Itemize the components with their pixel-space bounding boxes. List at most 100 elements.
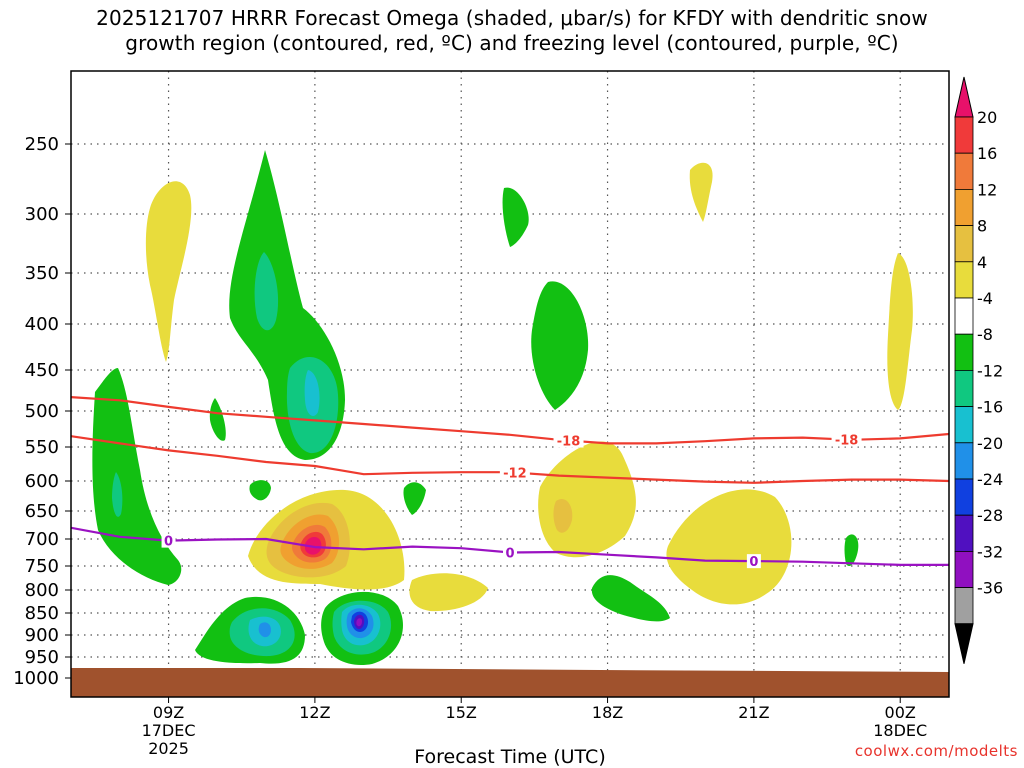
colorbar-label: 8 [977, 217, 987, 236]
colorbar-swatch [954, 225, 974, 263]
omega-region [254, 252, 279, 331]
plot-background [71, 71, 949, 697]
colorbar-swatch [954, 478, 974, 516]
x-tick-date: 17DEC [142, 721, 196, 740]
omega-region [844, 534, 859, 567]
ground-terrain [71, 668, 949, 697]
y-tick-label: 750 [25, 556, 59, 577]
colorbar-swatch [954, 261, 974, 299]
y-tick-label: 500 [25, 401, 59, 422]
y-tick-label: 1000 [13, 668, 59, 689]
colorbar-label: -12 [977, 361, 1003, 380]
chart-title: 2025121707 HRRR Forecast Omega (shaded, … [0, 6, 1024, 56]
y-tick-label: 350 [25, 263, 59, 284]
y-tick-label: 850 [25, 603, 59, 624]
omega-region [145, 181, 192, 362]
site-credit: coolwx.com/modelts [854, 742, 1018, 760]
omega-colorbar: 20 16 12 8 4 -4 -8 -12 -16 -20 -24 -28 -32 -36 [954, 76, 1003, 664]
contour-label: -12 [503, 467, 527, 482]
y-tick-label: 700 [25, 529, 59, 550]
colorbar-swatch [954, 587, 974, 625]
omega-region [531, 281, 589, 410]
contour-dgz-18C [71, 396, 949, 445]
colorbar-swatch [954, 188, 974, 226]
y-tick-label: 950 [25, 647, 59, 668]
y-tick-label: 300 [25, 204, 59, 225]
omega-negative-regions [92, 150, 859, 666]
colorbar-label: -20 [977, 434, 1003, 453]
contour-labels: -18 -18 -12 0 0 0 [161, 432, 862, 570]
contour-label: -18 [835, 434, 859, 449]
y-tick-label: 400 [25, 314, 59, 335]
x-axis-title: Forecast Time (UTC) [414, 746, 606, 768]
colorbar-bottom-arrow [954, 623, 974, 664]
colorbar-label: 4 [977, 253, 987, 272]
colorbar-label: -4 [977, 289, 993, 308]
contour-label-bg [161, 533, 176, 548]
x-tick-label: 21Z [738, 703, 769, 722]
omega-region [666, 489, 792, 605]
x-tick-label: 12Z [299, 703, 330, 722]
omega-region [112, 472, 123, 517]
omega-region [356, 618, 362, 627]
colorbar-label: -24 [977, 470, 1003, 489]
colorbar-label: -8 [977, 325, 993, 344]
contour-dgz-12C [71, 435, 949, 484]
x-tick-label: 18Z [592, 703, 623, 722]
x-tick-label: 00Z [885, 703, 916, 722]
omega-region [887, 253, 913, 410]
x-tick-date: 18DEC [873, 721, 927, 740]
omega-region [409, 573, 488, 612]
omega-region [689, 162, 713, 222]
contour-label-bg [499, 465, 530, 480]
omega-region [502, 187, 529, 247]
omega-region [591, 575, 670, 622]
omega-region [92, 368, 182, 585]
contour-label: 0 [749, 555, 758, 570]
y-tick-label: 900 [25, 625, 59, 646]
omega-region [553, 498, 573, 533]
contour-label-bg [553, 433, 584, 448]
chart-title-line-2: growth region (contoured, red, ºC) and f… [125, 31, 899, 55]
colorbar-label: -16 [977, 398, 1003, 417]
y-tick-label: 650 [25, 501, 59, 522]
contour-label: 0 [164, 535, 173, 550]
omega-region [403, 482, 426, 515]
y-tick-label: 550 [25, 437, 59, 458]
y-tick-label: 800 [25, 580, 59, 601]
plot-area: -18 -18 -12 0 0 0 [71, 71, 949, 697]
x-tick-year: 2025 [148, 739, 189, 758]
contour-label-bg [503, 545, 517, 560]
contour-label: -18 [557, 435, 581, 450]
y-tick-label: 600 [25, 471, 59, 492]
chart-title-line-1: 2025121707 HRRR Forecast Omega (shaded, … [96, 6, 928, 30]
plot-frame [70, 70, 950, 698]
colorbar-label: -36 [977, 579, 1003, 598]
contour-label: 0 [505, 547, 514, 562]
colorbar-swatch [954, 369, 974, 407]
contour-label-bg [746, 554, 761, 569]
colorbar-swatch [954, 333, 974, 371]
omega-region [209, 398, 226, 441]
colorbar-swatch [954, 297, 974, 335]
y-tick-label: 450 [25, 360, 59, 381]
colorbar-label: 20 [977, 108, 997, 127]
colorbar-swatch [954, 514, 974, 552]
y-tick-label: 250 [25, 134, 59, 155]
y-axis: 2503003504004505005506006507007508008509… [13, 134, 71, 689]
colorbar-label: -28 [977, 506, 1003, 525]
x-tick-label: 15Z [446, 703, 477, 722]
colorbar-label: -32 [977, 542, 1003, 561]
omega-positive-regions [145, 162, 913, 612]
x-tick-label: 09Z [153, 703, 184, 722]
colorbar-label: 12 [977, 180, 997, 199]
colorbar-swatch [954, 551, 974, 589]
colorbar-swatch [954, 442, 974, 480]
contour-label-bg [831, 432, 862, 447]
colorbar-swatch [954, 116, 974, 154]
colorbar-top-arrow [954, 76, 974, 118]
omega-region [304, 370, 320, 416]
colorbar-swatch [954, 152, 974, 190]
